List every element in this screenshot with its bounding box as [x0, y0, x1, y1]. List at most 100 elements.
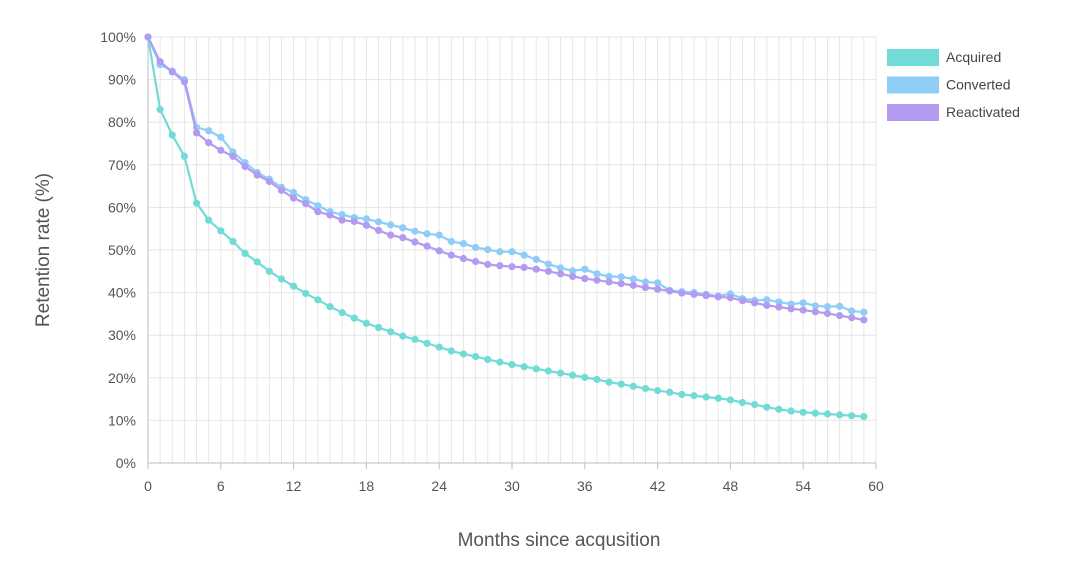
data-point-acquired: [581, 373, 589, 381]
data-point-converted: [472, 243, 480, 252]
data-point-reactivated: [217, 146, 225, 154]
y-tick-label: 40%: [108, 285, 136, 301]
series-lines: [144, 33, 868, 421]
legend: Acquired Converted Reactivated: [887, 49, 1020, 121]
data-point-reactivated: [654, 285, 662, 293]
legend-label-converted: Converted: [946, 77, 1011, 93]
y-tick-label: 60%: [108, 199, 136, 215]
data-point-acquired: [302, 289, 310, 298]
x-tick-label: 30: [504, 478, 520, 494]
data-point-reactivated: [508, 263, 516, 271]
data-point-converted: [581, 265, 589, 273]
data-point-reactivated: [836, 312, 844, 320]
data-point-acquired: [617, 380, 625, 388]
data-point-reactivated: [678, 289, 686, 297]
series-converted: [144, 33, 868, 316]
data-point-converted: [520, 251, 528, 259]
data-point-reactivated: [265, 177, 273, 186]
data-point-reactivated: [823, 309, 832, 318]
data-point-acquired: [423, 339, 431, 347]
data-point-acquired: [399, 332, 407, 340]
data-point-converted: [848, 307, 856, 315]
data-point-acquired: [484, 355, 492, 364]
data-point-converted: [763, 296, 771, 304]
data-point-reactivated: [556, 270, 565, 278]
data-point-reactivated: [338, 216, 346, 224]
data-point-acquired: [217, 227, 225, 235]
data-point-reactivated: [617, 280, 625, 288]
data-point-converted: [447, 237, 455, 246]
x-tick-label: 18: [359, 478, 375, 494]
data-point-acquired: [763, 403, 771, 411]
y-tick-label: 50%: [108, 242, 136, 258]
data-point-acquired: [411, 335, 419, 344]
x-tick-label: 36: [577, 478, 593, 494]
data-point-reactivated: [314, 208, 322, 216]
data-point-acquired: [751, 401, 759, 409]
data-point-reactivated: [374, 226, 383, 235]
data-point-converted: [811, 302, 819, 310]
data-point-reactivated: [666, 287, 674, 295]
data-point-converted: [496, 248, 504, 256]
series-acquired: [144, 33, 868, 421]
data-point-acquired: [544, 367, 553, 375]
data-point-acquired: [520, 363, 528, 371]
data-point-converted: [629, 275, 637, 283]
data-point-converted: [654, 279, 662, 287]
data-point-reactivated: [144, 33, 152, 41]
data-point-converted: [641, 278, 650, 286]
y-axis-title: Retention rate (%): [33, 173, 54, 327]
data-point-reactivated: [544, 267, 553, 275]
data-point-acquired: [374, 323, 383, 332]
data-point-reactivated: [253, 171, 261, 179]
data-point-reactivated: [156, 58, 164, 66]
y-tick-label: 90%: [108, 72, 136, 88]
legend-item-reactivated: Reactivated: [887, 104, 1020, 121]
data-point-reactivated: [290, 194, 298, 202]
data-point-acquired: [654, 386, 662, 395]
legend-item-acquired: Acquired: [887, 49, 1001, 66]
data-point-reactivated: [702, 291, 710, 300]
data-point-acquired: [314, 296, 322, 304]
data-point-acquired: [229, 237, 237, 246]
y-tick-label: 80%: [108, 114, 136, 130]
data-point-reactivated: [423, 242, 431, 250]
data-point-acquired: [290, 282, 298, 290]
data-point-reactivated: [569, 272, 577, 281]
legend-label-reactivated: Reactivated: [946, 104, 1020, 120]
data-point-reactivated: [387, 231, 395, 239]
grid: [147, 36, 877, 464]
data-point-reactivated: [496, 262, 504, 270]
data-point-reactivated: [459, 254, 468, 263]
series-line-acquired: [146, 36, 864, 418]
data-point-acquired: [277, 275, 286, 283]
data-point-converted: [459, 240, 468, 248]
data-point-reactivated: [362, 221, 370, 229]
data-point-converted: [593, 270, 601, 278]
data-point-converted: [836, 302, 844, 310]
data-point-converted: [508, 248, 516, 256]
data-point-reactivated: [848, 314, 856, 322]
data-point-reactivated: [593, 276, 601, 284]
data-point-converted: [799, 299, 807, 307]
data-point-converted: [314, 202, 322, 210]
data-point-converted: [617, 273, 625, 281]
legend-swatch-acquired: [887, 49, 939, 66]
data-point-reactivated: [411, 238, 419, 246]
data-point-acquired: [799, 408, 807, 416]
data-point-acquired: [180, 152, 188, 160]
data-point-acquired: [823, 410, 832, 418]
data-point-reactivated: [799, 306, 807, 314]
data-point-acquired: [775, 405, 783, 413]
data-point-acquired: [593, 375, 601, 384]
data-point-converted: [556, 264, 565, 272]
data-point-converted: [544, 260, 553, 268]
data-point-acquired: [496, 358, 504, 366]
data-point-converted: [387, 221, 395, 229]
x-axis-title: Months since acqusition: [458, 530, 661, 551]
data-point-reactivated: [229, 152, 237, 160]
x-tick-label: 0: [144, 478, 152, 494]
x-tick-label: 60: [868, 478, 884, 494]
data-point-reactivated: [860, 316, 868, 324]
data-point-acquired: [811, 409, 819, 417]
